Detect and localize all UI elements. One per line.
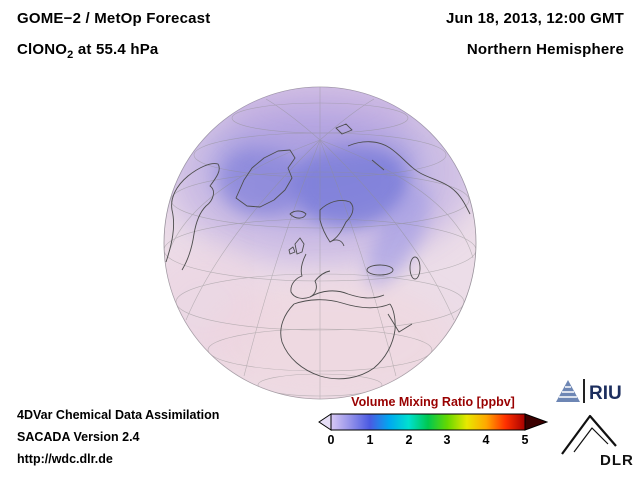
footer-credits: 4DVar Chemical Data Assimilation SACADA … — [17, 404, 219, 470]
assimilation-label: 4DVar Chemical Data Assimilation — [17, 408, 220, 422]
colorbar-right-arrow — [524, 413, 548, 431]
tick-label-1: 1 — [366, 433, 374, 447]
species-subscript: 2 — [67, 49, 74, 61]
clono2-field-overlay — [164, 87, 475, 399]
tick-label-5: 5 — [521, 433, 529, 447]
colorbar-left-arrow — [318, 413, 332, 431]
header-right: Jun 18, 2013, 12:00 GMT Northern Hemisph… — [446, 10, 624, 59]
riu-logo: RIU — [556, 379, 622, 404]
dlr-logo-symbol — [561, 414, 617, 455]
tick-label-0: 0 — [327, 433, 335, 447]
colorbar-title: Volume Mixing Ratio [ppbv] — [351, 395, 515, 409]
colorbar-gradient-bar — [318, 413, 548, 431]
colorbar-ticks: 0 1 2 3 4 5 — [318, 433, 548, 449]
pressure-level: at 55.4 hPa — [73, 41, 159, 58]
hemisphere-label: Northern Hemisphere — [466, 41, 624, 58]
tick-label-2: 2 — [405, 433, 413, 447]
header-left: GOME−2 / MetOp Forecast ClONO2 at 55.4 h… — [17, 10, 210, 64]
datetime-label: Jun 18, 2013, 12:00 GMT — [445, 10, 624, 27]
riu-logo-icon — [556, 380, 580, 402]
tick-label-3: 3 — [443, 433, 451, 447]
graticule — [164, 87, 476, 399]
dlr-logo: DLR — [561, 414, 634, 468]
product-title: GOME−2 / MetOp Forecast — [17, 10, 211, 27]
species-name: ClONO — [17, 41, 68, 58]
version-label: SACADA Version 2.4 — [17, 430, 140, 444]
species-level-title: ClONO2 at 55.4 hPa — [17, 41, 210, 64]
colorbar-body — [330, 413, 526, 431]
riu-logo-divider — [583, 379, 585, 403]
dlr-logo-text: DLR — [600, 452, 634, 468]
riu-logo-text: RIU — [589, 383, 622, 404]
colorbar: Volume Mixing Ratio [ppbv] — [318, 395, 548, 457]
coastlines — [165, 123, 471, 380]
tick-label-4: 4 — [482, 433, 490, 447]
url-label: http://wdc.dlr.de — [17, 452, 113, 466]
